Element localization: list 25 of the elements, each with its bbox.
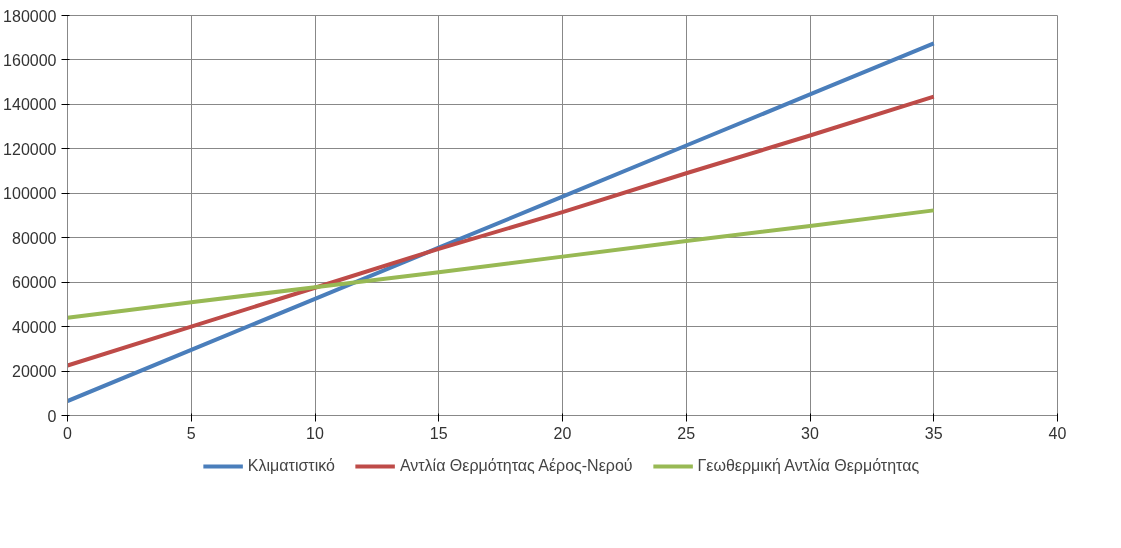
y-tick-label: 20000 xyxy=(12,363,57,381)
y-tick-label: 60000 xyxy=(12,274,57,292)
legend-label: Γεωθερμική Αντλία Θερμότητας xyxy=(697,457,920,475)
y-tick-label: 40000 xyxy=(12,318,57,336)
x-tick-label: 0 xyxy=(63,424,73,442)
y-tick-label: 80000 xyxy=(12,229,57,247)
line-series xyxy=(67,208,936,320)
y-tick-label: 180000 xyxy=(3,7,57,25)
x-tick-label: 20 xyxy=(553,424,572,442)
y-tick-label: 160000 xyxy=(3,51,57,69)
y-tick-label: 140000 xyxy=(3,96,57,114)
x-tick-label: 40 xyxy=(1048,424,1067,442)
legend-label: Κλιματιστικό xyxy=(247,457,335,475)
x-tick-label: 25 xyxy=(677,424,696,442)
line-series xyxy=(67,41,936,404)
x-tick-label: 35 xyxy=(924,424,943,442)
legend-label: Αντλία Θερμότητας Αέρος-Νερού xyxy=(399,457,633,475)
y-tick-label: 100000 xyxy=(3,185,57,203)
x-tick-label: 15 xyxy=(429,424,448,442)
y-tick-label: 0 xyxy=(47,407,57,425)
x-tick-label: 5 xyxy=(186,424,196,442)
x-tick-label: 10 xyxy=(306,424,324,442)
line-series xyxy=(67,94,936,368)
x-tick-label: 30 xyxy=(801,424,819,442)
y-tick-label: 120000 xyxy=(3,140,57,158)
